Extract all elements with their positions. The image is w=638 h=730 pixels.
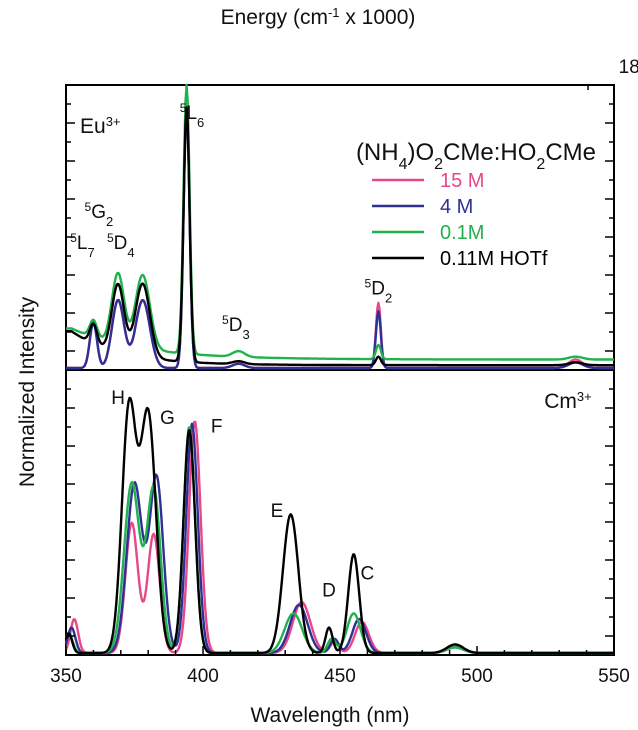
legend-entry-label: 0.11M HOTf <box>440 248 548 270</box>
peak-label: 5G2 <box>85 200 114 229</box>
series-line-cm-4-m <box>64 422 615 655</box>
x-tick-label: 400 <box>187 666 219 687</box>
peak-label: 5L6 <box>180 101 205 129</box>
legend-entry-label: 0.1M <box>440 222 484 244</box>
y-axis-title: Normalized Intensity <box>16 296 39 487</box>
panel-ion-label: Cm3+ <box>544 389 592 414</box>
peak-label: 5D4 <box>107 231 135 260</box>
peak-label: F <box>211 416 223 437</box>
peak-label: H <box>111 388 125 409</box>
series-line-cm-0.1m <box>64 426 615 655</box>
legend-entry-label: 15 M <box>440 170 484 192</box>
top-axis-title: Energy (cm-1 x 1000) <box>221 5 416 30</box>
top-tick-label: 18 <box>619 57 638 78</box>
peak-label: 5D3 <box>222 313 250 342</box>
peak-label: G <box>160 408 175 429</box>
legend-entry-label: 4 M <box>440 196 473 218</box>
x-tick-label: 550 <box>598 666 630 687</box>
axis-tick-labels: 3504004505005501817161514 <box>50 57 638 687</box>
peak-label: C <box>361 563 375 584</box>
peak-label: 5L7 <box>70 231 95 260</box>
x-tick-label: 350 <box>50 666 82 687</box>
peak-label: E <box>271 501 284 522</box>
x-tick-label: 450 <box>324 666 356 687</box>
peak-label: D <box>322 580 336 601</box>
compound-label: (NH4)O2CMe:HO2CMe <box>356 139 596 173</box>
series-line-eu-0.11m-hotf <box>65 106 615 367</box>
x-tick-label: 500 <box>461 666 493 687</box>
x-axis-title: Wavelength (nm) <box>250 704 409 727</box>
series-line-eu-4-m <box>65 109 615 370</box>
peak-label: 5D2 <box>365 276 393 305</box>
series-line-eu-0.1m <box>65 83 615 361</box>
axis-ticks <box>65 85 615 655</box>
legend: 15 M 4 M 0.1M 0.11M HOTf <box>372 170 548 270</box>
panel-ion-label: Eu3+ <box>80 114 121 139</box>
